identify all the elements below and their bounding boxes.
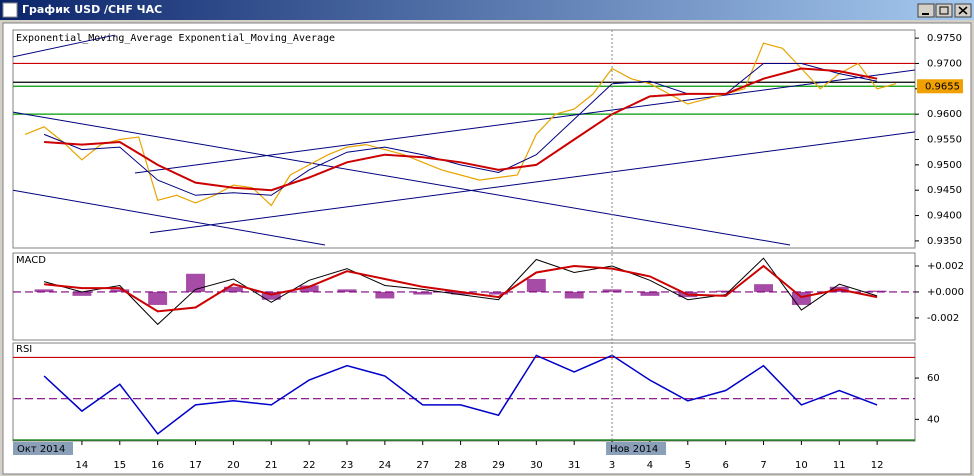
x-tick-label: 4 [647,460,653,471]
window-buttons[interactable] [917,3,972,18]
trend-line [134,69,915,174]
trend-line [150,131,915,234]
x-tick-label: 12 [871,460,884,471]
series-line [43,257,878,326]
y-tick-label: -0.002 [927,313,959,324]
x-tick-label: 20 [227,460,240,471]
y-tick-label: 40 [927,414,940,425]
y-tick-label: 0.9400 [927,211,962,222]
maximize-button[interactable] [935,3,953,18]
x-tick-label: 14 [76,460,89,471]
x-tick-label: 21 [265,460,278,471]
y-tick-label: 0.9450 [927,185,962,196]
histogram-bar [148,291,168,305]
x-tick-label: 5 [685,460,691,471]
maximize-icon [939,6,949,15]
last-price-tag [917,79,963,94]
y-tick-label: 0.9600 [927,109,962,120]
x-tick-label: 28 [454,460,467,471]
close-icon [958,6,968,15]
period-label-box [606,442,667,455]
y-tick-label: +0.000 [927,287,964,298]
trend-line [13,189,326,246]
histogram-bar [867,290,887,292]
histogram-bar [186,273,205,292]
x-tick-label: 24 [378,460,391,471]
last-price-label: 0.9655 [925,81,960,92]
y-tick-label: 0.9350 [927,236,962,247]
histogram-bar [223,286,243,292]
x-tick-label: 31 [568,460,581,471]
y-tick-label: 0.9550 [927,135,962,146]
histogram-bar [261,291,281,300]
x-tick-label: 23 [341,460,354,471]
histogram-bar [34,289,54,292]
histogram-bar [299,285,319,292]
histogram-bar [413,291,433,295]
series-line [44,67,878,192]
histogram-bar [72,291,92,296]
legend-entry: Exponential_Moving_Average [179,33,336,44]
period-label: Окт 2014 [17,444,65,455]
panel-title: MACD [16,255,46,266]
histogram-bar [791,291,811,305]
x-tick-label: 3 [609,460,615,471]
histogram-bar [526,278,546,292]
plot-layer [13,257,915,326]
panel-title: RSI [16,344,32,355]
window-title: График USD /CHF ЧАС [22,3,162,16]
y-tick-label: 60 [927,373,940,384]
x-tick-label: 29 [492,460,505,471]
period-label-box [13,442,73,455]
histogram-bar [716,290,736,292]
plot-layer [13,34,915,246]
histogram-bar [451,291,471,295]
x-tick-label: 22 [303,460,316,471]
x-tick-label: 10 [795,460,808,471]
rsi-panel [12,342,916,442]
histogram-bar [110,289,130,292]
histogram-bar [375,291,395,299]
trend-line [13,34,115,58]
histogram-bar [564,291,584,299]
x-tick-label: 17 [189,460,202,471]
y-tick-label: +0.002 [927,261,964,272]
period-label: Нов 2014 [610,444,658,455]
x-tick-label: 15 [113,460,126,471]
title-bar [0,0,974,20]
x-tick-label: 16 [151,460,164,471]
window-icon [2,2,18,18]
x-tick-label: 30 [530,460,543,471]
series-line [43,354,878,435]
x-tick-label: 7 [760,460,766,471]
minimize-button[interactable] [917,3,935,18]
y-tick-label: 0.9700 [927,58,962,69]
trend-line [13,111,791,246]
y-tick-label: 0.9750 [927,33,962,44]
x-tick-label: 27 [416,460,429,471]
histogram-bar [337,289,357,292]
histogram-bar [640,291,660,296]
histogram-bar [754,284,773,292]
x-tick-label: 6 [722,460,728,471]
y-tick-label: 0.9500 [927,160,962,171]
legend-entry: Exponential_Moving_Average [16,33,173,44]
histogram-bar [488,291,508,295]
price-panel [12,29,916,249]
x-tick-label: 11 [833,460,846,471]
plot-layer [13,354,915,441]
series-line [43,63,878,196]
series-line [43,264,878,313]
